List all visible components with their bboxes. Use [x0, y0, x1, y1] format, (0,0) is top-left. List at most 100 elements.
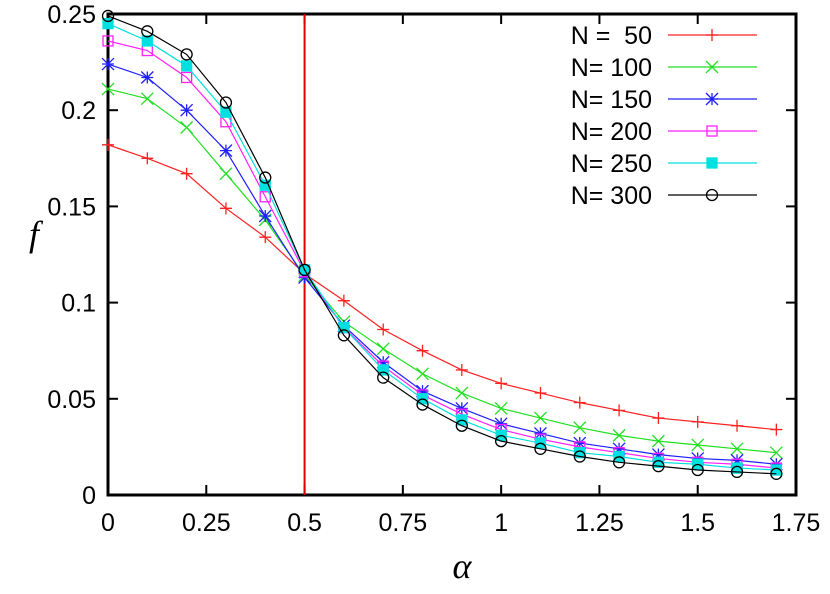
data-point: [770, 464, 782, 476]
data-point: [180, 103, 194, 117]
data-point: [101, 82, 115, 96]
series-line: [107, 144, 777, 431]
data-point: [494, 417, 508, 431]
data-point: [259, 179, 271, 191]
data-point: [180, 71, 193, 84]
data-point: [706, 29, 718, 41]
data-point: [652, 412, 665, 425]
legend-entry: N= 300: [571, 182, 757, 210]
data-point: [337, 329, 351, 342]
series-line: [107, 15, 777, 475]
data-point: [691, 451, 705, 465]
y-tick-label: 0.25: [47, 1, 96, 29]
legend-label: N = 50: [571, 22, 652, 50]
data-point: [573, 450, 586, 463]
data-point: [533, 411, 547, 425]
data-point: [573, 436, 587, 450]
data-point: [298, 263, 311, 277]
series-line: [107, 23, 777, 471]
data-point: [180, 121, 194, 134]
data-point: [691, 415, 704, 428]
data-point: [730, 453, 744, 467]
data-point: [416, 384, 429, 398]
data-point: [258, 209, 272, 223]
data-point: [730, 442, 744, 456]
data-point: [416, 398, 429, 411]
data-point: [101, 57, 115, 71]
data-point: [141, 152, 154, 165]
data-point: [691, 463, 704, 477]
series-1: [101, 82, 783, 460]
data-point: [770, 467, 783, 480]
data-point: [219, 96, 233, 109]
series-3: [102, 35, 782, 474]
data-point: [376, 342, 390, 356]
data-point: [494, 434, 508, 448]
data-point: [102, 35, 114, 47]
legend-entry: N = 50: [571, 22, 757, 50]
x-tick-label: 1: [494, 509, 508, 537]
data-point: [573, 396, 586, 409]
legend-entry: N= 250: [571, 150, 757, 178]
data-point: [730, 465, 744, 479]
series-4: [102, 17, 782, 476]
data-point: [219, 144, 233, 158]
data-point: [377, 371, 390, 384]
data-point: [140, 71, 154, 84]
data-point: [455, 386, 469, 400]
plot-frame: [106, 12, 798, 497]
data-point: [705, 60, 719, 74]
data-point: [455, 363, 468, 376]
data-point: [376, 355, 390, 369]
legend-label: N= 150: [571, 86, 652, 114]
data-point: [769, 457, 783, 471]
data-point: [769, 446, 783, 460]
x-tick-label: 1.5: [680, 509, 715, 537]
legend-entry: N= 150: [571, 86, 757, 114]
data-point: [705, 188, 719, 202]
data-point: [651, 434, 665, 448]
data-point: [612, 442, 626, 456]
data-point: [612, 428, 626, 442]
plot-area: 0 0.25 0.5 0.75 1 1.25 1.5 1.75 0 0.05 0.1 0.15 0.2 0…: [47, 1, 820, 537]
data-point: [494, 401, 508, 415]
y-tick-label: 0.2: [61, 97, 96, 125]
data-point: [259, 231, 272, 244]
data-point: [770, 423, 783, 436]
data-point: [706, 157, 718, 169]
legend-label: N= 100: [571, 54, 652, 82]
data-point: [574, 447, 586, 459]
data-point: [705, 92, 719, 106]
data-point: [101, 9, 115, 23]
series-line: [107, 63, 777, 465]
data-point: [455, 401, 469, 415]
data-point: [180, 48, 193, 61]
data-point: [259, 171, 272, 184]
data-point: [731, 462, 743, 474]
data-point: [573, 421, 587, 435]
x-tick-label: 1.75: [772, 509, 821, 537]
y-axis-label: f: [29, 214, 44, 254]
data-point: [180, 60, 193, 72]
series-0: [102, 138, 783, 436]
legend-entry: N= 200: [571, 118, 757, 146]
x-tick-label: 0.25: [182, 509, 231, 537]
data-point: [141, 25, 154, 38]
data-point: [180, 167, 193, 180]
data-point: [495, 377, 508, 390]
series-2: [101, 57, 783, 471]
data-point: [377, 323, 390, 336]
data-point: [706, 125, 718, 137]
data-point: [534, 442, 547, 455]
x-tick-label: 0.5: [287, 509, 322, 537]
data-point: [416, 367, 429, 381]
y-tick-label: 0: [82, 482, 96, 510]
x-tick-label: 1.25: [575, 509, 624, 537]
data-point: [534, 387, 547, 400]
legend-entry: N= 100: [571, 54, 757, 82]
data-point: [102, 138, 114, 151]
data-point: [652, 459, 665, 473]
y-tick-label: 0.15: [47, 193, 96, 221]
legend-label: N= 200: [571, 118, 652, 146]
data-point: [377, 364, 389, 376]
